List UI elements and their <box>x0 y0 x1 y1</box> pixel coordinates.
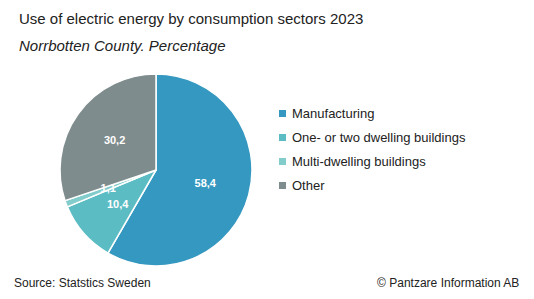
svg-text:10,4: 10,4 <box>107 198 129 210</box>
svg-text:Source: Statstics Sweden: Source: Statstics Sweden <box>14 276 151 290</box>
svg-text:One- or two dwelling buildings: One- or two dwelling buildings <box>292 130 466 145</box>
svg-text:Multi-dwelling buildings: Multi-dwelling buildings <box>292 154 426 169</box>
svg-text:Manufacturing: Manufacturing <box>292 106 374 121</box>
svg-text:© Pantzare Information AB: © Pantzare Information AB <box>377 276 519 290</box>
svg-text:58,4: 58,4 <box>195 177 217 189</box>
svg-text:30,2: 30,2 <box>104 134 125 146</box>
svg-text:Use of electric energy by cons: Use of electric energy by consumption se… <box>19 10 363 27</box>
svg-text:Norrbotten County. Percentage: Norrbotten County. Percentage <box>19 37 226 54</box>
svg-text:1,1: 1,1 <box>101 182 116 194</box>
svg-text:Other: Other <box>292 178 325 193</box>
